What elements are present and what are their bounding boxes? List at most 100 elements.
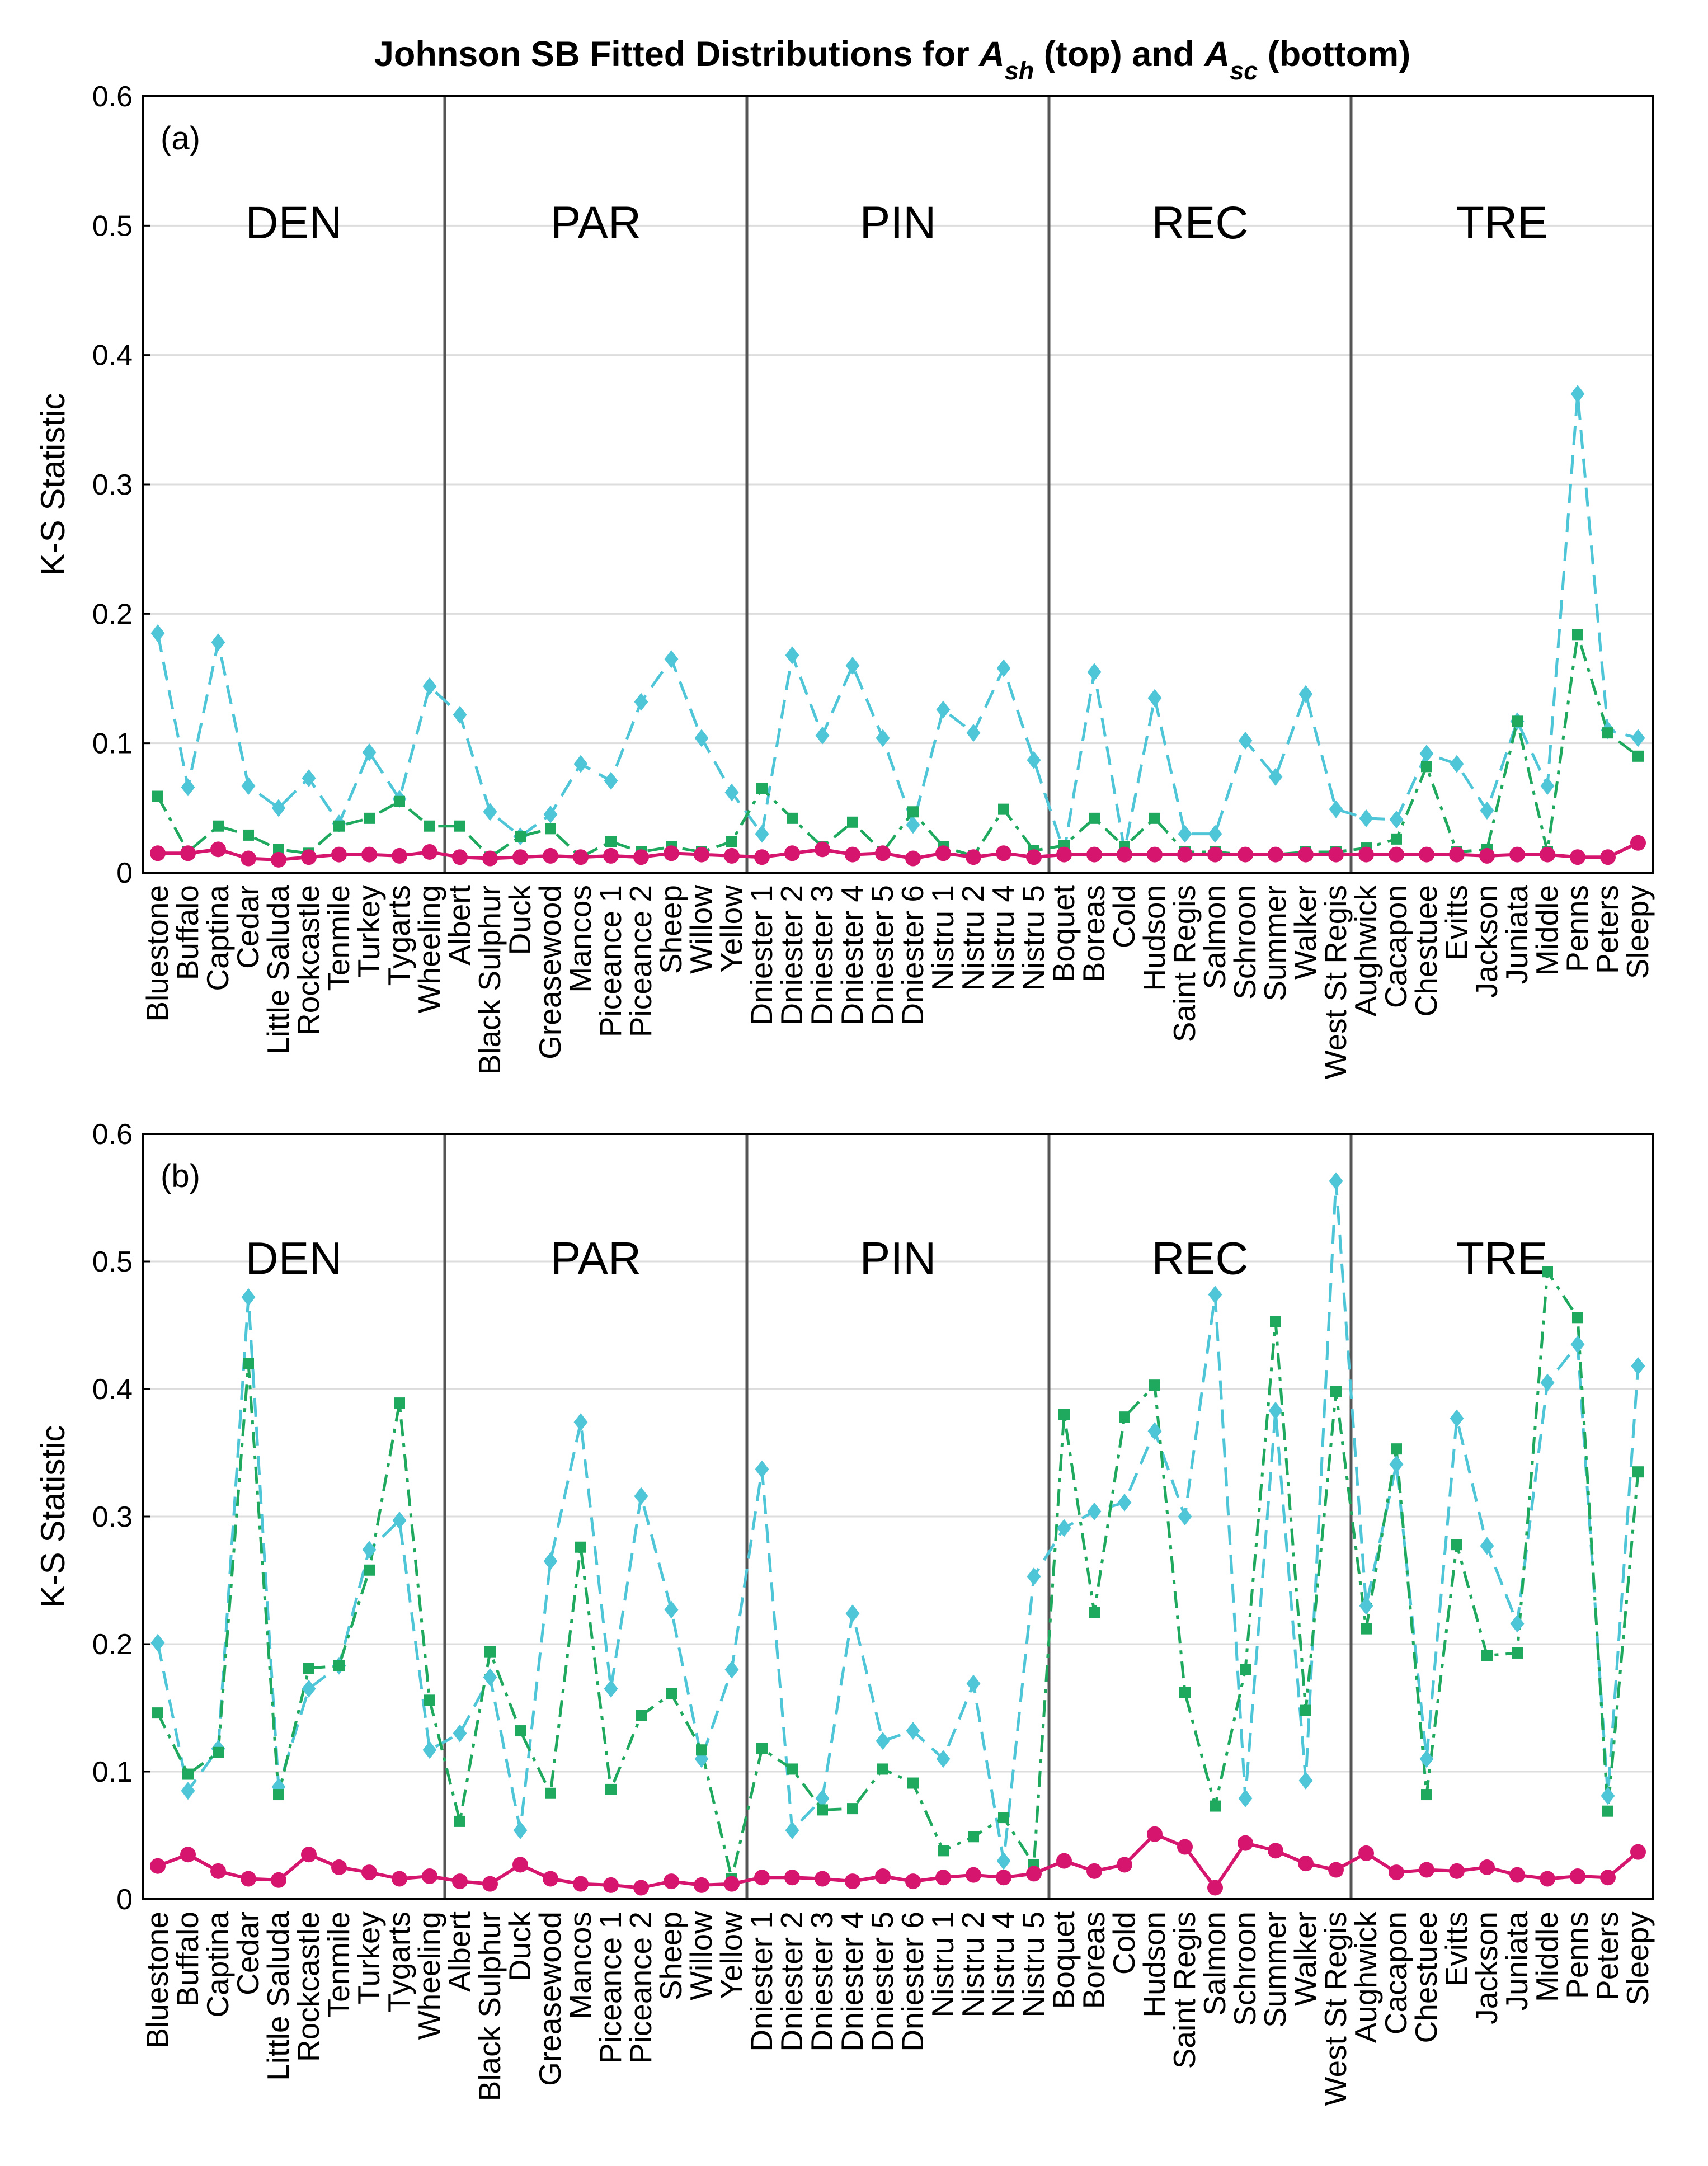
panel-a-point-diamond xyxy=(150,624,165,643)
panel-a-point-square xyxy=(1512,715,1523,727)
panel-b-point-square xyxy=(605,1783,617,1795)
panel-a-point-diamond xyxy=(271,799,286,817)
panel-b-point-diamond xyxy=(513,1821,528,1839)
panel-a-point-square xyxy=(1089,812,1100,824)
panel-a-xtick-label: Willow xyxy=(684,885,718,974)
panel-a-point-diamond xyxy=(1631,729,1645,747)
panel-b-y-axis-label: K-S Statistic xyxy=(34,1425,72,1608)
panel-b-point-circle xyxy=(815,1871,830,1887)
panel-b-point-circle xyxy=(996,1870,1011,1886)
panel-a-point-circle xyxy=(180,845,196,861)
panel-b-point-square xyxy=(1451,1539,1462,1551)
panel-a-point-square xyxy=(545,823,556,835)
panel-b-point-square xyxy=(575,1541,586,1553)
panel-a-xtick-label: Aughwick xyxy=(1348,885,1383,1017)
panel-a-point-diamond xyxy=(181,778,195,797)
panel-b-point-circle xyxy=(1207,1880,1223,1896)
panel-a-point-circle xyxy=(1026,849,1042,865)
panel-b-xtick-label: Captina xyxy=(200,1911,235,2018)
panel-b-xtick-label: Sleepy xyxy=(1620,1911,1655,2006)
panel-b-xtick-label: Little Saluda xyxy=(261,1911,295,2081)
panel-a-point-diamond xyxy=(845,656,860,675)
panel-a-xtick-label: Dniester 5 xyxy=(865,885,900,1025)
panel-a-point-diamond xyxy=(573,755,588,773)
panel-a-y-axis-label: K-S Statistic xyxy=(34,393,72,576)
panel-a-point-circle xyxy=(422,844,437,860)
panel-b-xtick-label: Saint Regis xyxy=(1167,1911,1202,2069)
panel-b-point-circle xyxy=(150,1858,166,1874)
panel-a-point-circle xyxy=(361,846,377,863)
panel-a-point-circle xyxy=(1389,846,1404,863)
panel-a-point-diamond xyxy=(1027,751,1041,769)
panel-b-point-diamond xyxy=(634,1487,648,1505)
panel-b-point-circle xyxy=(392,1871,407,1887)
panel-b-point-circle xyxy=(512,1857,528,1873)
panel-b-point-circle xyxy=(1600,1870,1616,1886)
panel-a-ytick-label: 0 xyxy=(116,857,133,889)
panel-a-xtick-label: Nistru 1 xyxy=(925,885,960,991)
panel-b-point-diamond xyxy=(453,1724,467,1743)
panel-a-point-square xyxy=(726,836,737,847)
panel-a-point-square xyxy=(1391,833,1402,845)
panel-a-xtick-label: Sleepy xyxy=(1620,885,1655,980)
panel-b-xtick-label: Nistru 4 xyxy=(986,1911,1020,2018)
panel-a-xtick-label: Saint Regis xyxy=(1167,885,1202,1042)
panel-a-point-diamond xyxy=(664,650,679,668)
panel-a-xtick-label: Peters xyxy=(1590,885,1625,974)
panel-b-point-circle xyxy=(271,1872,286,1888)
panel-b-point-diamond xyxy=(1450,1409,1464,1428)
panel-b-point-square xyxy=(1512,1647,1523,1659)
panel-b-point-diamond xyxy=(1601,1787,1615,1805)
panel-b-xtick-label: Peters xyxy=(1590,1911,1625,2000)
panel-a-point-diamond xyxy=(453,705,467,724)
panel-a-point-square xyxy=(756,783,768,794)
panel-b-point-circle xyxy=(1238,1835,1253,1851)
panel-b-point-square xyxy=(1240,1664,1251,1675)
panel-b-point-diamond xyxy=(1540,1373,1555,1392)
panel-b-point-diamond xyxy=(724,1660,739,1679)
panel-a-point-circle xyxy=(1298,846,1314,863)
panel-a-xtick-label: Nistru 4 xyxy=(986,885,1020,991)
panel-a-xtick-label: Captina xyxy=(200,885,235,991)
panel-a-point-circle xyxy=(1328,846,1344,863)
panel-a-point-square xyxy=(1632,750,1644,762)
panel-b-point-circle xyxy=(1509,1867,1525,1883)
panel-b-point-circle xyxy=(1056,1853,1072,1869)
panel-b-point-square xyxy=(454,1815,465,1827)
panel-b-point-square xyxy=(333,1660,345,1671)
panel-a-point-diamond xyxy=(1298,685,1313,703)
panel-a-series-line-diamond xyxy=(156,392,1639,854)
panel-a-point-circle xyxy=(784,845,800,861)
panel-a-point-circle xyxy=(815,841,830,858)
panel-b-xtick-label: Dniester 2 xyxy=(774,1911,809,2052)
panel-a-point-circle xyxy=(331,846,347,863)
panel-b-point-circle xyxy=(724,1876,740,1892)
panel-a-point-diamond xyxy=(1238,732,1253,750)
panel-b-point-square xyxy=(998,1812,1009,1824)
panel-a-point-diamond xyxy=(241,777,256,795)
panel-a-xtick-label: Dniester 3 xyxy=(804,885,839,1025)
panel-b-point-diamond xyxy=(422,1741,437,1759)
panel-b-point-square xyxy=(213,1746,224,1758)
panel-a-point-diamond xyxy=(604,771,618,790)
panel-a-point-square xyxy=(847,816,858,828)
panel-a-point-square xyxy=(605,836,617,847)
panel-a-point-diamond xyxy=(1480,801,1494,820)
panel-a-point-diamond xyxy=(966,724,981,742)
panel-a-point-circle xyxy=(1358,846,1374,863)
panel-b-point-circle xyxy=(845,1873,860,1890)
panel-a-xtick-label: Piceance 2 xyxy=(623,885,658,1037)
panel-b-ytick-label: 0.3 xyxy=(92,1501,133,1533)
panel-b-point-diamond xyxy=(1087,1502,1102,1520)
panel-b-point-diamond xyxy=(1057,1519,1071,1537)
panel-b-xtick-label: Dniester 5 xyxy=(865,1911,900,2052)
panel-b-ytick-label: 0.2 xyxy=(92,1628,133,1661)
panel-b-chart: 0 0.1 0.2 0.3 0.4 0.5 0.6 DEN PAR PIN REC TRE (b) K-S… xyxy=(34,1118,1655,2106)
panel-b-point-square xyxy=(484,1646,496,1658)
panel-b-point-square xyxy=(1089,1607,1100,1618)
panel-a-ytick-label: 0.2 xyxy=(92,598,133,630)
panel-b-point-square xyxy=(364,1564,375,1576)
panel-b-point-circle xyxy=(1086,1863,1102,1879)
panel-a-point-diamond xyxy=(302,769,316,788)
